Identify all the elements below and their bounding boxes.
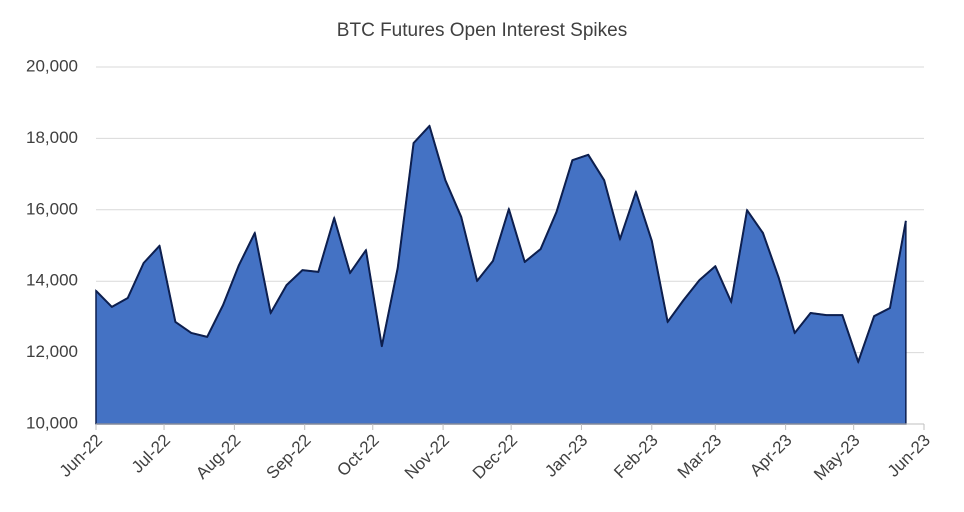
- y-tick-label: 16,000: [26, 199, 78, 218]
- x-tick-label: Oct-22: [333, 431, 383, 481]
- line: [95, 124, 907, 363]
- x-tick-label: Mar-23: [674, 431, 726, 483]
- chart-title: BTC Futures Open Interest Spikes: [337, 20, 627, 41]
- x-tick-label: Feb-23: [610, 431, 662, 483]
- x-tick-label: Nov-22: [401, 431, 453, 483]
- x-tick-label: Jun-23: [884, 431, 934, 481]
- x-tick-label: Jan-23: [541, 431, 591, 481]
- y-tick-label: 12,000: [26, 342, 78, 361]
- x-tick-label: May-23: [810, 431, 864, 485]
- y-tick-label: 10,000: [26, 413, 78, 432]
- x-tick-label: Apr-23: [746, 431, 796, 481]
- y-tick-label: 18,000: [26, 128, 78, 147]
- y-tick-label: 14,000: [26, 271, 78, 290]
- x-tick-label: Jun-22: [56, 431, 106, 481]
- x-tick-label: Dec-22: [469, 431, 521, 483]
- x-tick-label: Sep-22: [262, 431, 314, 483]
- x-tick-label: Aug-22: [192, 431, 244, 483]
- y-tick-label: 20,000: [26, 56, 78, 75]
- x-tick-label: Jul-22: [128, 431, 174, 477]
- area: [95, 124, 907, 425]
